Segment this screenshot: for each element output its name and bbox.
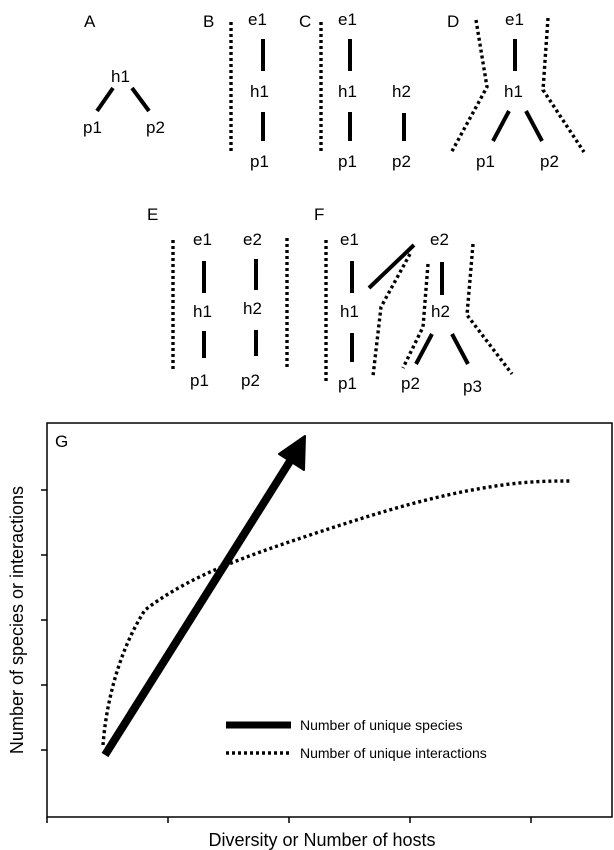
node-h1: h1	[338, 82, 357, 101]
node-h1: h1	[340, 302, 359, 321]
legend: Number of unique species Number of uniqu…	[226, 717, 487, 761]
panel-d-letter: D	[447, 12, 459, 31]
node-p1: p1	[190, 371, 209, 390]
panel-g-graph: G Number of unique species Number of uni…	[7, 422, 613, 850]
x-axis-title: Diversity or Number of hosts	[208, 830, 435, 850]
edge-h1-p2	[524, 110, 544, 142]
edge-h1-p1	[95, 86, 115, 113]
y-axis-ticks	[41, 489, 47, 751]
node-p1: p1	[250, 152, 269, 171]
legend-interactions-label: Number of unique interactions	[300, 745, 487, 761]
panel-b: B e1 h1 p1	[203, 10, 269, 171]
environment-boundary-right	[541, 17, 586, 153]
node-p2: p2	[392, 152, 411, 171]
environment-boundary-middle	[371, 253, 412, 377]
node-p1: p1	[476, 152, 495, 171]
panel-f: F e1 h1 p1 e2 h2 p2 p3	[314, 205, 514, 396]
panel-g-letter: G	[55, 432, 68, 451]
edge-h2-p3	[450, 333, 470, 365]
node-e1: e1	[193, 230, 212, 249]
node-e2: e2	[430, 230, 449, 249]
node-p3: p3	[463, 377, 482, 396]
node-p1: p1	[338, 152, 357, 171]
node-p2: p2	[146, 118, 165, 137]
edge-h1-p1	[491, 110, 511, 142]
y-axis-title: Number of species or interactions	[7, 486, 27, 754]
node-h2: h2	[243, 299, 262, 318]
node-p2: p2	[540, 152, 559, 171]
panel-b-letter: B	[203, 12, 214, 31]
node-e1: e1	[248, 10, 267, 29]
node-p2: p2	[401, 374, 420, 393]
node-e2: e2	[243, 230, 262, 249]
environment-boundary-left	[449, 19, 489, 154]
unique-species-arrowhead	[278, 435, 306, 471]
panel-d: D e1 h1 p1 p2	[447, 10, 586, 171]
panel-f-letter: F	[314, 205, 324, 224]
panel-e: E e1 h1 p1 e2 h2 p2	[147, 205, 289, 390]
node-p1: p1	[338, 374, 357, 393]
node-h1: h1	[111, 67, 130, 86]
unique-species-line	[101, 455, 296, 758]
environment-boundary-right	[465, 243, 514, 376]
node-p1: p1	[83, 118, 102, 137]
node-p2: p2	[241, 371, 260, 390]
edge-h2-p2	[414, 333, 434, 365]
edge-h1-p2	[130, 86, 151, 113]
edge-h1-e2	[367, 243, 416, 290]
panel-c: C e1 h1 p1 h2 p2	[299, 10, 411, 171]
panel-c-letter: C	[299, 12, 311, 31]
node-h2: h2	[392, 82, 411, 101]
node-h1: h1	[250, 82, 269, 101]
panel-a-letter: A	[84, 12, 96, 31]
node-e1: e1	[505, 10, 524, 29]
x-axis-ticks	[46, 817, 532, 823]
node-h2: h2	[431, 302, 450, 321]
unique-interactions-curve	[101, 479, 571, 746]
node-h1: h1	[504, 82, 523, 101]
node-h1: h1	[193, 302, 212, 321]
node-e1: e1	[340, 230, 359, 249]
panel-a: A h1 p1 p2	[83, 12, 165, 137]
node-e1: e1	[338, 10, 357, 29]
panel-e-letter: E	[147, 205, 158, 224]
legend-species-label: Number of unique species	[300, 717, 463, 733]
